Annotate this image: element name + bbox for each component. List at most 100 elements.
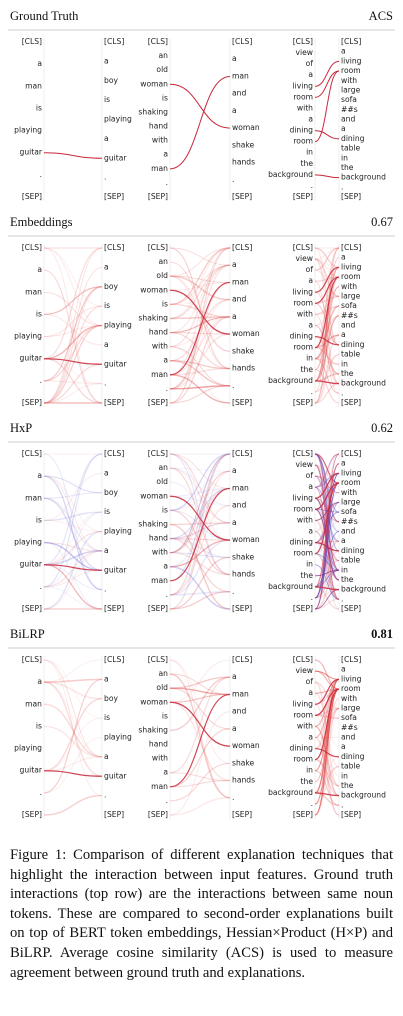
interaction-link bbox=[169, 687, 231, 696]
left-token: a bbox=[308, 527, 313, 536]
interaction-link bbox=[169, 275, 231, 301]
left-token: . bbox=[166, 796, 168, 805]
interaction-link bbox=[314, 325, 340, 385]
interaction-link bbox=[43, 247, 103, 360]
interaction-link bbox=[314, 553, 340, 600]
interaction-link bbox=[314, 759, 340, 787]
interaction-link bbox=[314, 324, 340, 375]
left-token: man bbox=[25, 287, 42, 296]
right-token: and bbox=[341, 321, 355, 330]
left-token: a bbox=[37, 677, 42, 686]
left-token: [SEP] bbox=[22, 192, 42, 201]
right-token: ##s bbox=[341, 517, 358, 526]
interaction-link bbox=[169, 509, 231, 576]
left-token: with bbox=[152, 342, 168, 351]
interaction-link bbox=[169, 797, 231, 816]
left-token: . bbox=[166, 384, 168, 393]
left-token: woman bbox=[140, 491, 168, 500]
left-token: of bbox=[306, 677, 314, 686]
left-token: [SEP] bbox=[148, 192, 168, 201]
interaction-link bbox=[314, 792, 340, 797]
left-token: room bbox=[293, 298, 313, 307]
right-token: . bbox=[104, 173, 106, 182]
interaction-link bbox=[314, 708, 340, 783]
interaction-link bbox=[43, 511, 103, 588]
interaction-link bbox=[169, 467, 231, 524]
right-token: . bbox=[104, 791, 106, 800]
left-token: room bbox=[293, 549, 313, 558]
interaction-link bbox=[43, 497, 103, 571]
interaction-link bbox=[314, 497, 340, 610]
right-token: [SEP] bbox=[232, 398, 252, 407]
interaction-link bbox=[43, 324, 103, 360]
left-token: the bbox=[301, 365, 314, 374]
interaction-link bbox=[314, 247, 340, 278]
interaction-link bbox=[169, 275, 231, 370]
interaction-link bbox=[314, 692, 340, 768]
right-token: large bbox=[341, 291, 361, 300]
interaction-link bbox=[314, 681, 340, 710]
right-token: woman bbox=[232, 741, 260, 750]
interaction-link bbox=[169, 487, 231, 511]
interaction-link bbox=[314, 473, 340, 532]
interaction-link bbox=[314, 560, 340, 577]
left-token: man bbox=[151, 576, 168, 585]
interaction-link bbox=[43, 550, 103, 588]
right-token: table bbox=[341, 350, 361, 359]
interaction-link bbox=[314, 315, 340, 382]
right-token: a bbox=[232, 672, 237, 681]
left-token: living bbox=[293, 81, 314, 90]
interaction-link bbox=[314, 383, 340, 404]
interaction-link bbox=[43, 453, 103, 566]
interaction-link bbox=[43, 541, 103, 610]
interaction-link bbox=[314, 453, 340, 599]
left-token: with bbox=[297, 721, 313, 730]
method-label: BiLRP bbox=[10, 627, 45, 641]
interaction-link bbox=[43, 266, 103, 404]
interaction-link bbox=[43, 475, 103, 533]
right-token: [CLS] bbox=[232, 243, 252, 252]
interaction-link bbox=[169, 247, 231, 306]
interaction-link bbox=[314, 678, 340, 794]
right-token: a bbox=[341, 47, 346, 56]
interaction-link bbox=[169, 385, 231, 390]
right-token: and bbox=[341, 115, 355, 124]
right-token: background bbox=[341, 173, 386, 182]
interaction-link bbox=[169, 566, 231, 610]
interaction-link bbox=[314, 698, 340, 794]
left-token: old bbox=[156, 65, 168, 74]
right-token: woman bbox=[232, 329, 260, 338]
left-token: [CLS] bbox=[293, 655, 313, 664]
right-token: a bbox=[232, 724, 237, 733]
interaction-link bbox=[314, 678, 340, 794]
right-token: is bbox=[104, 713, 110, 722]
interaction-link bbox=[314, 670, 340, 680]
left-token: [CLS] bbox=[293, 37, 313, 46]
interaction-link bbox=[43, 286, 103, 382]
interaction-link bbox=[314, 569, 340, 577]
right-token: in bbox=[341, 771, 348, 780]
interaction-link bbox=[169, 453, 231, 541]
interaction-link bbox=[314, 508, 340, 542]
interaction-link bbox=[314, 258, 340, 298]
interaction-link bbox=[314, 501, 340, 521]
interaction-link bbox=[314, 659, 340, 690]
interaction-link bbox=[169, 359, 231, 387]
left-token: a bbox=[308, 688, 313, 697]
right-token: a bbox=[104, 546, 109, 555]
interaction-link bbox=[314, 60, 340, 87]
interaction-link bbox=[169, 470, 231, 554]
interaction-link bbox=[314, 703, 340, 797]
interaction-link bbox=[169, 728, 231, 788]
interaction-link bbox=[314, 70, 340, 143]
left-token: room bbox=[293, 755, 313, 764]
left-token: in bbox=[306, 148, 313, 157]
right-token: guitar bbox=[104, 565, 127, 574]
left-token: of bbox=[306, 59, 314, 68]
interaction-link bbox=[314, 770, 340, 806]
interaction-link bbox=[314, 358, 340, 365]
interaction-link bbox=[43, 152, 103, 159]
right-token: table bbox=[341, 556, 361, 565]
method-label: Embeddings bbox=[10, 215, 73, 229]
left-token: [SEP] bbox=[148, 604, 168, 613]
